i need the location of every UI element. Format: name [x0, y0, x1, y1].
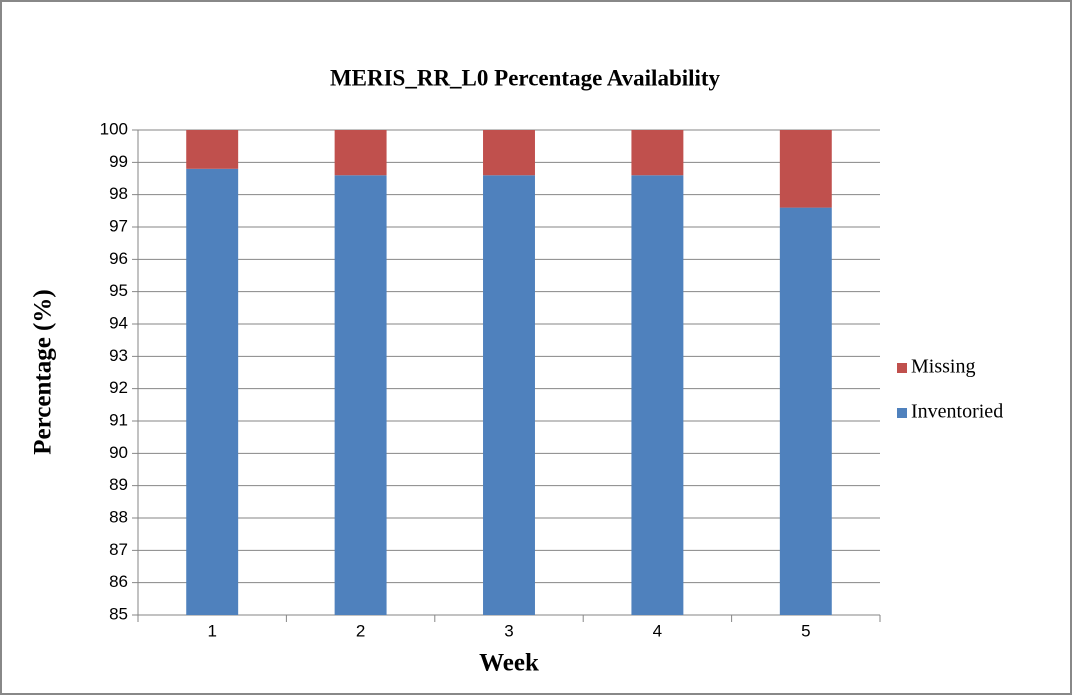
- bar-segment: [186, 168, 239, 616]
- bar-segment: [334, 130, 387, 176]
- y-tick-label: 92: [109, 378, 128, 397]
- x-tick-label: 5: [801, 621, 810, 640]
- y-tick-label: 93: [109, 346, 128, 365]
- bar-segment: [779, 207, 832, 615]
- y-tick-label: 86: [109, 572, 128, 591]
- legend-swatch: [897, 363, 907, 373]
- y-tick-label: 88: [109, 507, 128, 526]
- bar-segment: [186, 130, 239, 169]
- x-tick-label: 3: [504, 621, 513, 640]
- legend-label: Inventoried: [911, 401, 1003, 423]
- y-tick-label: 98: [109, 184, 128, 203]
- y-tick-label: 95: [109, 281, 128, 300]
- y-tick-label: 100: [100, 119, 128, 138]
- bar-segment: [779, 130, 832, 208]
- y-tick-label: 85: [109, 604, 128, 623]
- chart-title: MERIS_RR_L0 Percentage Availability: [330, 65, 721, 90]
- x-tick-label: 1: [207, 621, 216, 640]
- y-tick-label: 96: [109, 249, 128, 268]
- bar-segment: [631, 175, 684, 615]
- y-axis-label: Percentage (%): [30, 289, 57, 454]
- y-tick-label: 99: [109, 152, 128, 171]
- bar-segment: [483, 175, 535, 615]
- y-tick-label: 90: [109, 443, 128, 462]
- bar-segment: [483, 130, 535, 176]
- y-tick-label: 91: [109, 410, 128, 429]
- y-tick-label: 89: [109, 475, 128, 494]
- y-tick-label: 87: [109, 540, 128, 559]
- legend-label: Missing: [911, 356, 975, 378]
- bar-segment: [334, 175, 387, 615]
- legend-swatch: [897, 408, 907, 418]
- y-tick-label: 97: [109, 216, 128, 235]
- bar-segment: [631, 130, 684, 176]
- x-axis-label: Week: [479, 650, 539, 677]
- y-tick-label: 94: [109, 313, 128, 332]
- x-tick-label: 2: [356, 621, 365, 640]
- x-tick-label: 4: [653, 621, 662, 640]
